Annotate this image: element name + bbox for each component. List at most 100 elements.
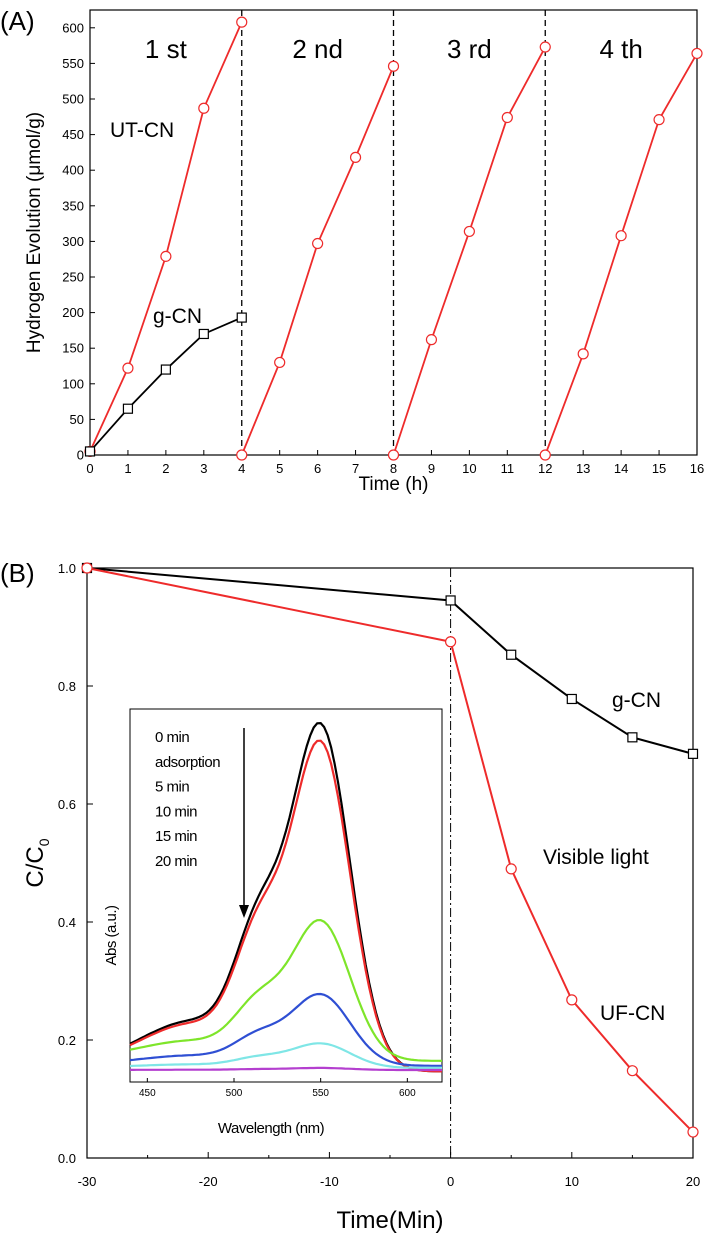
panel-a-y-tick-label: 100 [62,376,84,391]
inset-curve-20-min [130,1066,442,1072]
data-point-ut-cn [349,151,362,163]
panel-a-y-tick-label: 350 [62,198,84,213]
panel-a-x-tick-label: 8 [390,461,397,476]
data-point-ut-cn [274,356,286,369]
data-point-g-cn [84,446,96,457]
inset-legend-item: 20 min [155,853,197,870]
data-point-ut-cn [463,225,475,238]
data-point-ut-cn [122,362,134,374]
data-point-ut-cn [198,102,210,114]
panel-b-y-tick-label: 0.6 [58,797,76,812]
series-label-uf-cn: UF-CN [600,1002,665,1025]
panel-a-y-tick-label: 500 [62,92,84,107]
data-point-uf-cn [81,562,93,574]
data-point-ut-cn [387,60,400,72]
series-line-uf-cn [86,567,694,1133]
y-label-main: C/C [22,846,49,887]
data-point-ut-cn [160,250,172,262]
panel-a-x-tick-label: 13 [576,461,590,476]
series-line-g-cn [86,567,694,755]
panel-a-x-tick-label: 3 [200,461,207,476]
panel-a-x-tick-label: 5 [276,461,283,476]
panel-a-x-tick-label: 12 [538,461,552,476]
data-point-ut-cn [425,334,438,346]
data-point-ut-cn [236,16,248,28]
inset-curve-10-min [129,992,442,1067]
cycle-label: 2 nd [292,34,343,64]
inset-x-tick-label: 450 [139,1088,156,1099]
data-point-ut-cn [387,449,400,461]
data-point-uf-cn [566,994,578,1006]
panel-a-y-tick-label: 150 [62,341,84,356]
panel-a-x-tick-label: 9 [428,461,435,476]
panel-a-x-tick-label: 15 [652,461,666,476]
inset-x-tick-label: 600 [399,1088,416,1099]
data-point-ut-cn [539,449,551,461]
panel-b-y-tick-label: 0.8 [58,679,76,694]
data-point-ut-cn [615,230,627,242]
data-point-g-cn [122,403,134,414]
panel-a-y-tick-label: 400 [62,163,84,178]
inset-legend-item: 15 min [155,828,197,845]
inset-legend-item: 10 min [155,803,197,820]
panel-a-y-axis-label: Hydrogen Evolution (μmol/g) [24,112,45,353]
data-point-uf-cn [445,636,457,648]
inset-legend-item: 0 min [155,729,189,746]
panel-a-x-tick-label: 0 [86,461,93,476]
data-point-ut-cn [501,111,513,124]
panel-a-x-tick-label: 4 [238,461,245,476]
data-point-g-cn [687,748,699,759]
panel-b-x-tick-label: -30 [78,1174,97,1189]
data-point-uf-cn [626,1065,639,1077]
panel-b-x-tick-label: 20 [686,1174,700,1189]
inset-legend-item: adsorption [155,754,220,771]
panel-a-x-tick-label: 10 [462,461,476,476]
panel-a-label: (A) [0,6,35,36]
panel-b-label: (B) [0,558,35,588]
panel-b-x-tick-label: 10 [565,1174,579,1189]
data-point-g-cn [236,312,247,323]
inset-curve-15-min [129,1042,442,1070]
panel-a-x-tick-label: 2 [162,461,169,476]
arrowhead-icon [239,905,249,918]
inset-absorbance-chart: 450 500 550 600 0 min adsorption 5 min 10 min 1… [103,708,443,1137]
panel-a-x-tick-label: 6 [314,461,321,476]
data-point-ut-cn [312,237,324,250]
series-line-ut-cn [240,65,395,456]
panel-a-y-tick-label: 600 [62,20,84,35]
series-label-g-cn: g-CN [612,689,661,712]
cycle-label: 1 st [145,34,188,64]
panel-b-x-tick-label: 0 [447,1174,454,1189]
panel-b-x-axis-label: Time(Min) [336,1207,443,1234]
data-point-g-cn [445,595,456,606]
data-point-g-cn [160,364,171,375]
data-point-uf-cn [505,863,517,875]
panel-a-y-tick-label: 0 [77,448,84,463]
panel-a-x-tick-label: 1 [124,461,131,476]
panel-a-x-tick-label: 14 [614,461,628,476]
panel-b-x-tick-label: -20 [199,1174,218,1189]
panel-b-y-tick-label: 1.0 [58,561,76,576]
panel-a-x-tick-label: 16 [690,461,704,476]
series-line-ut-cn [89,21,243,452]
inset-x-tick-label: 550 [312,1088,329,1099]
series-line-ut-cn [392,46,547,456]
panel-a-x-tick-label: 11 [501,461,515,476]
panel-a-chart: (A) 0 1 2 3 4 5 6 7 8 9 10 11 12 13 14 15 16050100150200… [0,6,704,495]
panel-a-y-tick-label: 300 [62,234,84,249]
inset-x-tick-label: 500 [226,1088,243,1099]
panel-b-x-tick-label: -10 [320,1174,339,1189]
inset-y-axis-label: Abs (a.u.) [103,905,120,966]
data-point-g-cn [627,732,638,743]
series-line-ut-cn [544,52,698,456]
series-label-ut-cn: UT-CN [110,119,174,142]
data-point-ut-cn [653,114,665,126]
panel-a-y-tick-label: 250 [62,270,84,285]
panel-b-y-tick-label: 0.2 [58,1033,76,1048]
inset-curve-5-min [129,918,443,1062]
panel-b-chart: (B) -30 -20 -10 0 10 20 0.0 0.2 0.4 0.6 0.8 1.0 g-C… [0,558,700,1234]
panel-b-y-tick-label: 0.4 [58,915,76,930]
panel-b-y-axis-label: C/C0 [22,838,52,887]
series-line-g-cn [89,316,243,453]
